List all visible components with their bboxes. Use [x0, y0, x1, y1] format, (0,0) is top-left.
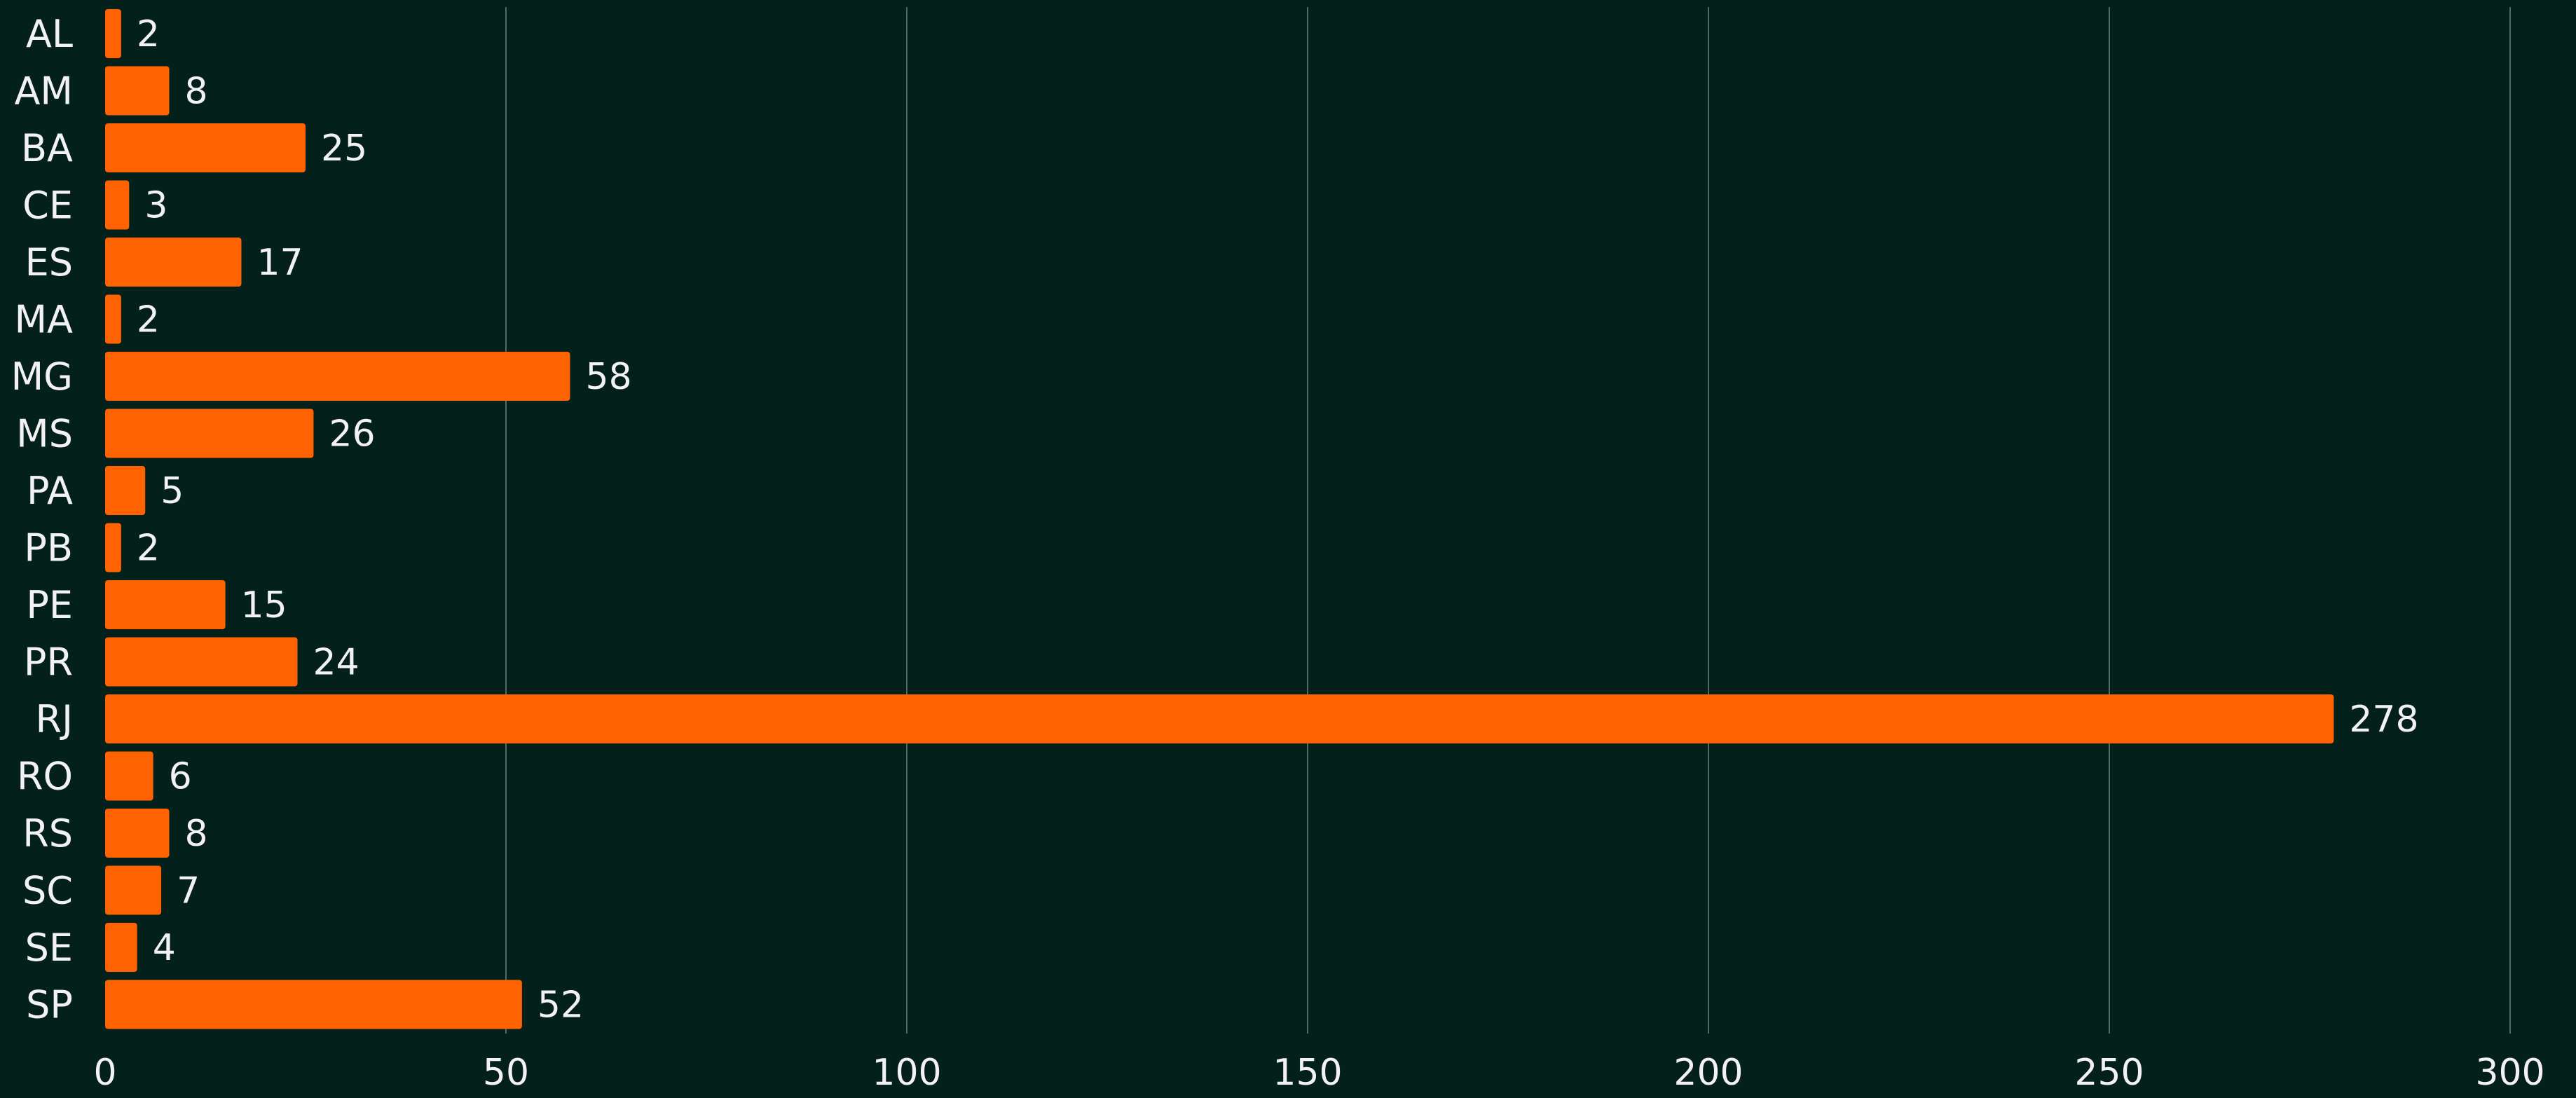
data-label-SC: 7	[177, 870, 200, 912]
category-label-SC: SC	[22, 869, 73, 913]
x-axis-tick-labels: 0 50 100 150 200 250 300	[93, 1052, 2544, 1094]
data-label-PB: 2	[137, 528, 160, 570]
bar-RO	[105, 751, 153, 801]
bar-AM	[105, 66, 170, 116]
bar-MG	[105, 352, 570, 401]
data-label-MS: 26	[329, 413, 375, 455]
data-label-AM: 8	[185, 71, 208, 113]
gridlines	[505, 7, 2511, 1034]
bar-MS	[105, 409, 314, 458]
category-label-CE: CE	[22, 184, 73, 228]
data-label-BA: 25	[321, 128, 367, 170]
bar-SC	[105, 865, 162, 915]
bar-BA	[105, 123, 306, 172]
category-label-RO: RO	[17, 755, 73, 799]
category-label-PE: PE	[26, 583, 73, 627]
category-label-MS: MS	[16, 412, 73, 456]
data-label-SE: 4	[153, 927, 176, 969]
bar-PR	[105, 637, 298, 687]
category-label-RS: RS	[22, 811, 73, 856]
category-label-PA: PA	[27, 469, 73, 513]
data-label-CE: 3	[144, 185, 167, 227]
data-label-PA: 5	[160, 470, 184, 512]
data-label-PE: 15	[241, 584, 287, 626]
x-tick-label-200: 200	[1673, 1052, 1743, 1094]
data-label-MA: 2	[137, 299, 160, 341]
bar-ES	[105, 238, 242, 287]
category-label-RJ: RJ	[36, 697, 73, 741]
category-labels: AL AM BA CE ES MA MG MS PA PB PE PR RJ RO RS SC SE SP	[11, 12, 73, 1027]
bar-PA	[105, 466, 146, 515]
bar-PB	[105, 523, 121, 572]
x-tick-label-250: 250	[2074, 1052, 2144, 1094]
bar-AL	[105, 9, 121, 58]
category-label-SP: SP	[26, 983, 73, 1027]
bar-CE	[105, 180, 130, 230]
data-label-AL: 2	[137, 13, 160, 55]
x-tick-label-100: 100	[872, 1052, 941, 1094]
bar-SP	[105, 980, 522, 1029]
data-label-RJ: 278	[2349, 699, 2418, 741]
category-label-MG: MG	[11, 355, 73, 399]
bar-RJ	[105, 694, 2334, 743]
data-label-ES: 17	[256, 242, 303, 284]
data-label-RS: 8	[185, 813, 208, 855]
bar-MA	[105, 294, 121, 344]
bar-PE	[105, 580, 226, 629]
x-tick-label-300: 300	[2475, 1052, 2544, 1094]
data-label-SP: 52	[537, 984, 584, 1027]
x-tick-label-0: 0	[93, 1052, 116, 1094]
data-label-RO: 6	[169, 756, 192, 798]
category-label-PR: PR	[24, 640, 73, 685]
x-tick-label-50: 50	[483, 1052, 529, 1094]
category-label-MA: MA	[14, 298, 73, 342]
category-label-ES: ES	[25, 240, 73, 284]
bar-RS	[105, 809, 170, 858]
data-label-PR: 24	[313, 642, 359, 684]
category-label-BA: BA	[21, 126, 73, 170]
data-label-MG: 58	[586, 356, 632, 398]
category-label-SE: SE	[25, 926, 73, 970]
category-label-AL: AL	[26, 12, 73, 56]
category-label-PB: PB	[24, 526, 73, 570]
x-tick-label-150: 150	[1273, 1052, 1342, 1094]
bars	[105, 9, 2334, 1029]
category-label-AM: AM	[14, 69, 73, 114]
bar-SE	[105, 923, 137, 972]
